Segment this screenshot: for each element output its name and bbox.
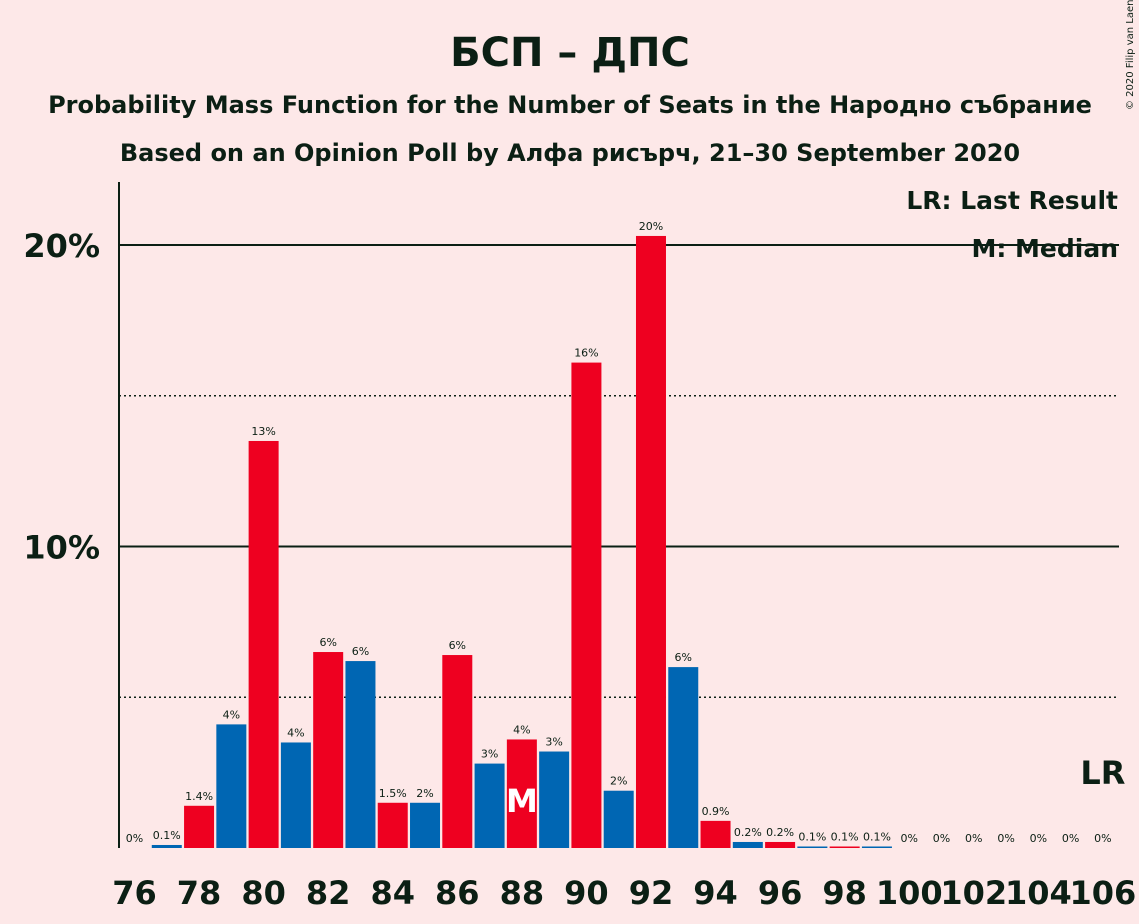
bar-90 [571,362,602,848]
bar-87 [474,763,505,848]
data-label-79: 4% [223,708,240,721]
x-tick-label: 104 [1005,874,1072,912]
chart-title: БСП – ДПС [450,30,690,76]
x-tick-label: 98 [822,874,867,912]
data-label-84: 1.5% [379,787,407,800]
data-label-87: 3% [481,748,498,761]
data-label-81: 4% [287,726,304,739]
data-label-96: 0.2% [766,826,794,839]
x-tick-label: 80 [241,874,286,912]
legend-last-result: LR: Last Result [906,186,1118,215]
data-label-78: 1.4% [185,790,213,803]
bar-96 [765,841,796,848]
x-tick-label: 84 [370,874,415,912]
bar-99 [861,846,892,848]
data-label-82: 6% [319,636,336,649]
bar-81 [280,742,311,848]
x-tick-label: 78 [177,874,222,912]
data-label-102: 0% [965,832,982,845]
y-tick-label: 20% [23,227,100,265]
data-label-90: 16% [574,347,598,360]
x-tick-label: 100 [876,874,943,912]
x-tick-label: 86 [435,874,480,912]
data-label-83: 6% [352,645,369,658]
data-label-100: 0% [900,832,917,845]
x-tick-label: 106 [1070,874,1137,912]
gridlines [119,244,1119,698]
bar-77 [151,844,182,848]
bar-91 [603,790,634,848]
bar-82 [313,652,344,848]
bar-89 [539,751,570,848]
data-label-97: 0.1% [798,830,826,843]
bar-93 [668,667,699,848]
data-label-86: 6% [449,639,466,652]
bar-92 [635,235,666,848]
x-tick-label: 94 [693,874,738,912]
bar-86 [442,655,473,848]
data-label-76: 0% [126,832,143,845]
chart-subtitle-1: Probability Mass Function for the Number… [48,91,1092,119]
data-label-104: 0% [1030,832,1047,845]
data-label-106: 0% [1094,832,1111,845]
data-label-88: 4% [513,723,530,736]
last-result-marker: LR [1080,754,1125,792]
x-tick-label: 102 [940,874,1007,912]
x-tick-label: 92 [629,874,674,912]
data-label-80: 13% [251,425,275,438]
bar-97 [797,846,828,848]
x-tick-label: 90 [564,874,609,912]
bar-84 [377,802,408,848]
x-tick-label: 82 [306,874,351,912]
data-label-95: 0.2% [734,826,762,839]
data-label-103: 0% [997,832,1014,845]
x-tick-label: 76 [112,874,157,912]
data-label-99: 0.1% [863,830,891,843]
data-label-92: 20% [639,220,663,233]
bar-85 [410,802,441,848]
data-label-93: 6% [675,651,692,664]
data-label-85: 2% [416,787,433,800]
bar-79 [216,724,247,848]
chart-subtitle-2: Based on an Opinion Poll by Алфа рисърч,… [120,139,1020,167]
bar-88 [506,739,537,848]
bars: M [151,235,892,848]
data-labels: 0% 0.1% 1.4% 4% 13% 4% 6% 6% 1.5% 2% 6% 3% 4% 3% 16% 2%… [126,220,1112,845]
bar-98 [829,846,860,848]
bar-78 [184,805,215,848]
bar-83 [345,661,376,848]
legend-median: M: Median [971,234,1118,263]
x-tick-label: 96 [758,874,803,912]
data-label-94: 0.9% [702,805,730,818]
bar-94 [700,820,731,848]
y-tick-label: 10% [23,529,100,567]
data-label-89: 3% [545,736,562,749]
copyright-text: © 2020 Filip van Laenen [1125,0,1136,110]
median-marker: M [506,782,538,820]
y-ticks: 10% 20% [23,227,100,567]
data-label-105: 0% [1062,832,1079,845]
data-label-98: 0.1% [831,830,859,843]
data-label-101: 0% [933,832,950,845]
bar-80 [248,440,279,848]
data-label-77: 0.1% [153,829,181,842]
x-tick-label: 88 [500,874,545,912]
data-label-91: 2% [610,775,627,788]
bar-95 [732,841,763,848]
